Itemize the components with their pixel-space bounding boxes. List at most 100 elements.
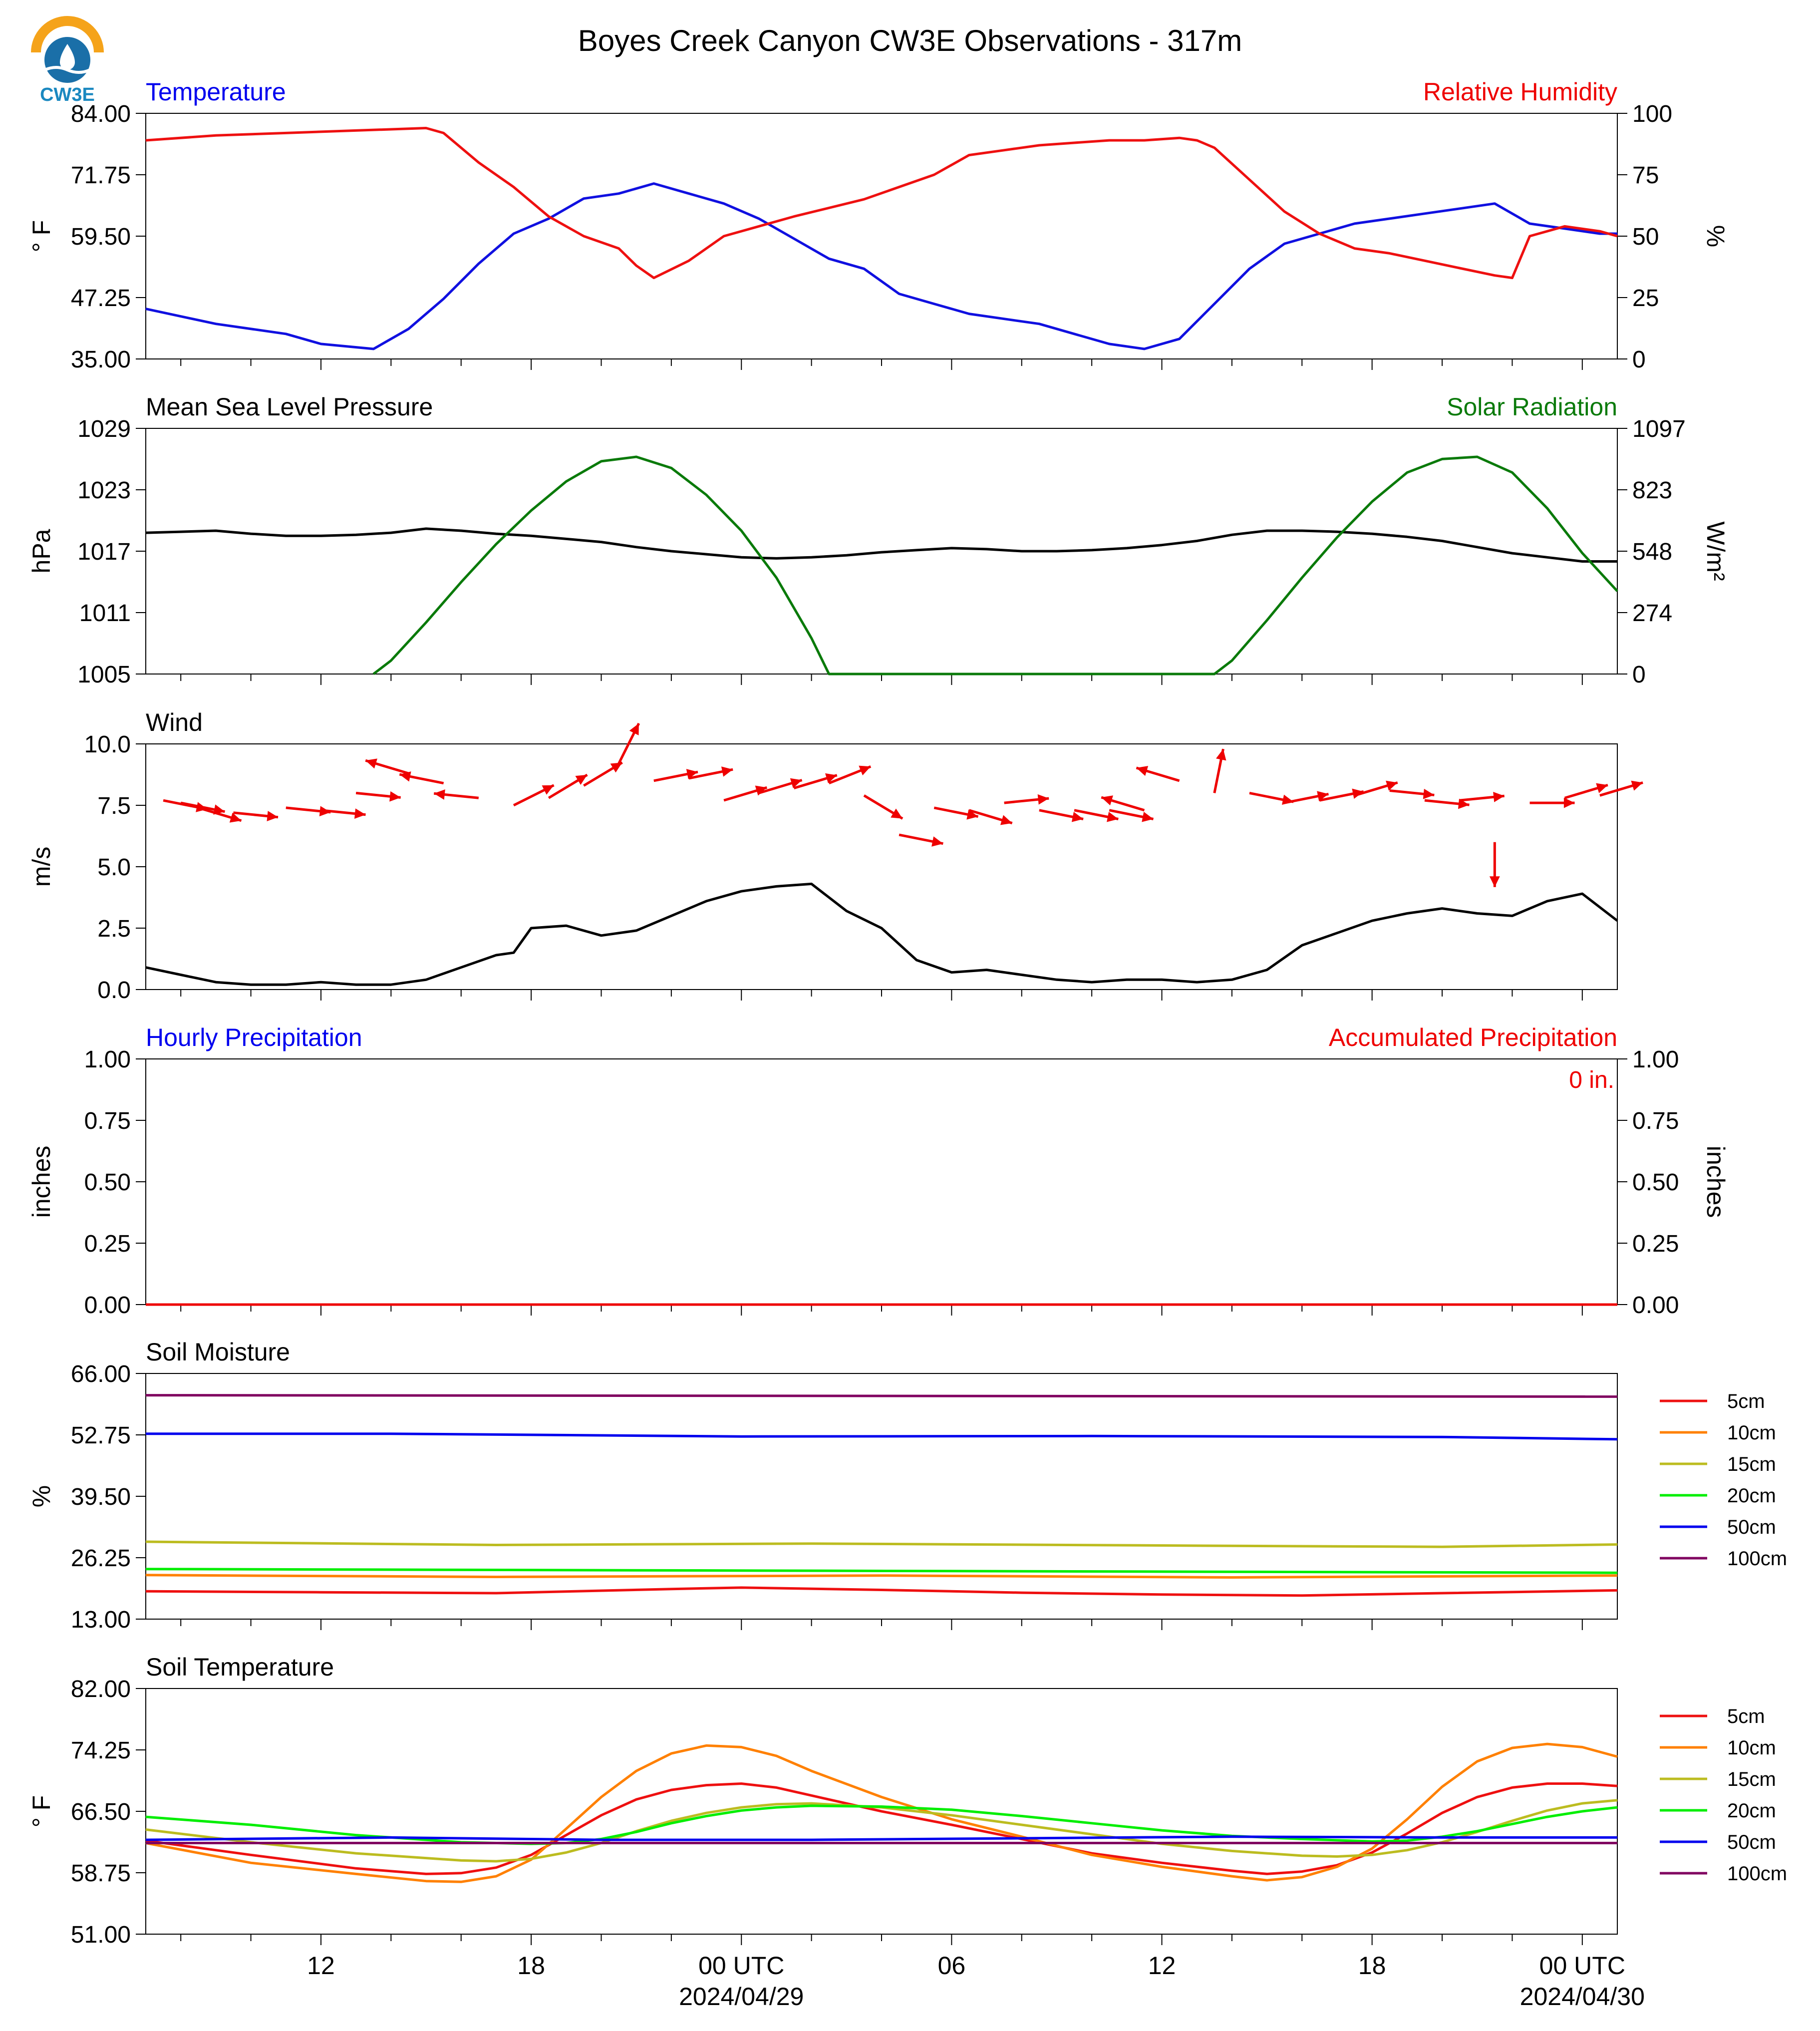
panel-3-wind-arrowhead bbox=[389, 791, 401, 802]
panel-2-series-left-0 bbox=[145, 527, 1617, 563]
panel-3-wind-arrowhead bbox=[1071, 812, 1084, 822]
panel-3-wind-arrowhead bbox=[790, 778, 802, 788]
panel-4-ytick-right-label: 0.50 bbox=[1632, 1169, 1679, 1196]
panel-1-title-left: Temperature bbox=[146, 78, 286, 106]
panel-2-ytick-right-label: 823 bbox=[1632, 477, 1672, 504]
panel-3-wind-arrowhead bbox=[1037, 794, 1049, 805]
panel-1-ytick-label: 84.00 bbox=[71, 101, 131, 127]
panel-3-wind-arrowhead bbox=[610, 762, 622, 773]
xtick-label: 00 UTC bbox=[1539, 1952, 1625, 1980]
panel-6-legend-label: 100cm bbox=[1727, 1863, 1787, 1885]
xtick-label: 12 bbox=[1148, 1952, 1176, 1980]
logo-icon: CW3E bbox=[31, 16, 104, 105]
panel-2-ytick-label: 1011 bbox=[79, 600, 131, 627]
panel-6-ytick-label: 66.50 bbox=[71, 1799, 131, 1825]
panel-3-wind-arrowhead bbox=[755, 785, 767, 796]
panel-3-frame bbox=[145, 743, 1618, 990]
panel-3-wind-arrowhead bbox=[434, 789, 445, 800]
panel-4-ytick-right-label: 1.00 bbox=[1632, 1046, 1679, 1073]
panel-4-ytick-right-label: 0.75 bbox=[1632, 1108, 1679, 1134]
panel-6-legend-label: 50cm bbox=[1727, 1831, 1776, 1853]
panel-4-ytick-label: 0.00 bbox=[84, 1292, 131, 1319]
panel-3-ytick-label: 2.5 bbox=[97, 916, 131, 942]
xtick-label: 18 bbox=[517, 1952, 545, 1980]
panel-5-ytick-label: 39.50 bbox=[71, 1484, 131, 1510]
panel-5-legend-label: 5cm bbox=[1727, 1390, 1765, 1412]
panel-4-title-left: Hourly Precipitation bbox=[146, 1023, 362, 1051]
panel-4-ylabel: inches bbox=[27, 1146, 55, 1218]
panel-3-wind-arrowhead bbox=[1489, 876, 1500, 887]
panel-5-ytick-label: 13.00 bbox=[71, 1607, 131, 1633]
xtick-label: 00 UTC bbox=[698, 1952, 784, 1980]
panel-4-ytick-right-label: 0.00 bbox=[1632, 1292, 1679, 1319]
figure-title: Boyes Creek Canyon CW3E Observations - 3… bbox=[578, 24, 1242, 57]
panel-4-ytick-label: 0.75 bbox=[84, 1108, 131, 1134]
panel-3-wind-arrowhead bbox=[1563, 797, 1575, 808]
panel-6-series-15cm bbox=[145, 1799, 1618, 1863]
panel-4-ytick-label: 0.50 bbox=[84, 1169, 131, 1196]
panel-1-ytick-label: 47.25 bbox=[71, 285, 131, 312]
panel-2-ytick-right-label: 1097 bbox=[1632, 416, 1686, 442]
panel-2-ylabel: hPa bbox=[27, 529, 55, 573]
panel-3-wind-arrowhead bbox=[399, 771, 411, 782]
panel-5-series-10cm bbox=[145, 1574, 1618, 1579]
panel-3-wind-arrowhead bbox=[575, 774, 588, 785]
panel-5-frame bbox=[145, 1373, 1618, 1620]
panel-4-ytick-label: 1.00 bbox=[84, 1046, 131, 1073]
panel-3-wind-arrowhead bbox=[1107, 812, 1119, 822]
panel-6-legend-label: 10cm bbox=[1727, 1737, 1776, 1759]
panel-6-title-left: Soil Temperature bbox=[146, 1653, 334, 1681]
panel-1-ylabel: ° F bbox=[27, 220, 55, 252]
panel-5-legend-label: 10cm bbox=[1727, 1422, 1776, 1444]
panel-5-ytick-label: 26.25 bbox=[71, 1545, 131, 1572]
panel-3-wind-arrowhead bbox=[354, 808, 366, 819]
panel-1-ytick-label: 71.75 bbox=[71, 162, 131, 189]
panel-4-ytick-right-label: 0.25 bbox=[1632, 1231, 1679, 1257]
panel-2-title-left: Mean Sea Level Pressure bbox=[146, 393, 433, 421]
panel-2-ytick-label: 1017 bbox=[77, 539, 131, 565]
panel-3-wind-arrowhead bbox=[721, 766, 733, 777]
panel-1-ytick-right-label: 50 bbox=[1632, 224, 1659, 250]
panel-1-series-right-1 bbox=[145, 127, 1618, 280]
panel-3-wind-arrowhead bbox=[1386, 780, 1398, 791]
panel-1-title-right: Relative Humidity bbox=[1423, 78, 1617, 106]
panel-3-wind-arrowhead bbox=[1215, 749, 1226, 761]
panel-5-legend-label: 20cm bbox=[1727, 1485, 1776, 1507]
panel-5-series-20cm bbox=[145, 1568, 1618, 1574]
panel-3-wind-arrowhead bbox=[1423, 788, 1435, 799]
panel-3-title-left: Wind bbox=[146, 708, 203, 736]
panel-3-ylabel: m/s bbox=[27, 847, 55, 887]
panel-6-legend-label: 15cm bbox=[1727, 1768, 1776, 1790]
panel-4-title-right: Accumulated Precipitation bbox=[1329, 1023, 1617, 1051]
panel-3-ytick-label: 7.5 bbox=[97, 793, 131, 819]
panel-6-ytick-label: 82.00 bbox=[71, 1676, 131, 1702]
panel-2-ytick-label: 1023 bbox=[77, 477, 131, 504]
panel-4-annotation: 0 in. bbox=[1569, 1067, 1614, 1093]
panel-3-wind-arrowhead bbox=[825, 773, 837, 783]
panel-3-wind-arrowhead bbox=[891, 808, 903, 819]
panel-6-series-50cm bbox=[145, 1835, 1617, 1841]
panel-2-ytick-right-label: 274 bbox=[1632, 600, 1672, 627]
xtick-label: 06 bbox=[938, 1952, 966, 1980]
panel-3-ytick-label: 5.0 bbox=[97, 854, 131, 881]
panel-2-ytick-right-label: 0 bbox=[1632, 662, 1646, 688]
panel-5-ylabel: % bbox=[27, 1485, 55, 1507]
panel-3-wind-arrowhead bbox=[1000, 815, 1012, 825]
panel-3-wind-arrowhead bbox=[267, 811, 279, 821]
panel-3-wind-arrowhead bbox=[229, 812, 242, 823]
panel-3-wind-arrowhead bbox=[1136, 766, 1149, 776]
panel-3-wind-arrowhead bbox=[1493, 791, 1505, 802]
panel-3-wind-arrowhead bbox=[1317, 791, 1329, 801]
panel-3-wind-arrowhead bbox=[686, 769, 698, 779]
panel-5-series-100cm bbox=[145, 1394, 1618, 1398]
panel-3-wind-arrowhead bbox=[542, 785, 554, 795]
panel-4-ytick-label: 0.25 bbox=[84, 1231, 131, 1257]
panel-5-series-5cm bbox=[145, 1586, 1618, 1597]
panel-1-ytick-label: 35.00 bbox=[71, 346, 131, 373]
panel-2-ytick-label: 1029 bbox=[77, 416, 131, 442]
panel-6-series-5cm bbox=[145, 1782, 1618, 1875]
panel-3-wind-arrowhead bbox=[1142, 812, 1154, 822]
cw3e-logo: CW3E bbox=[30, 15, 105, 105]
